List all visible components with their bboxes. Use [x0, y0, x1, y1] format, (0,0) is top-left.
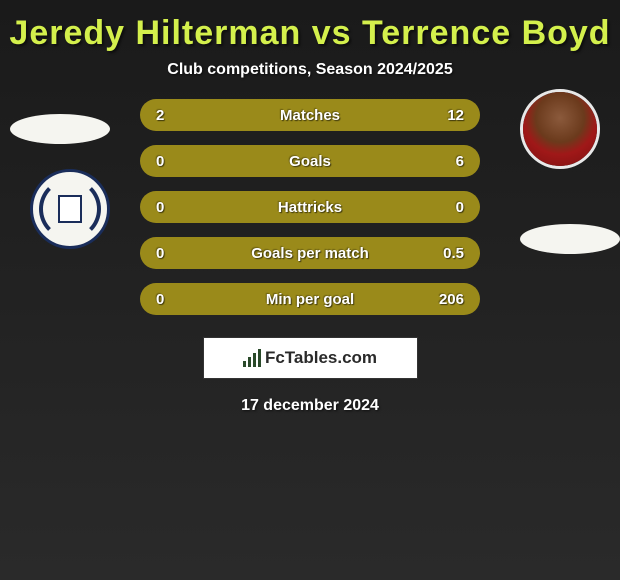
page-title: Jeredy Hilterman vs Terrence Boyd [0, 10, 620, 61]
stat-right-value: 12 [447, 107, 464, 124]
footer-date: 17 december 2024 [10, 397, 610, 415]
stat-bar: 0 Goals per match 0.5 [140, 237, 480, 269]
stat-bars: 2 Matches 12 0 Goals 6 0 Hattricks 0 0 G… [140, 99, 480, 315]
stat-left-value: 0 [156, 245, 164, 262]
stat-left-value: 2 [156, 107, 164, 124]
stat-right-value: 206 [439, 291, 464, 308]
player-right-avatar [520, 89, 600, 169]
stat-left-value: 0 [156, 199, 164, 216]
stat-right-value: 0 [456, 199, 464, 216]
comparison-card: Jeredy Hilterman vs Terrence Boyd Club c… [0, 0, 620, 425]
stat-label: Matches [280, 107, 340, 124]
stat-bar: 0 Min per goal 206 [140, 283, 480, 315]
stat-label: Hattricks [278, 199, 342, 216]
player-right-club-placeholder [520, 224, 620, 254]
stat-bar: 0 Goals 6 [140, 145, 480, 177]
stat-right-value: 0.5 [443, 245, 464, 262]
subtitle: Club competitions, Season 2024/2025 [0, 61, 620, 99]
stats-area: 2 Matches 12 0 Goals 6 0 Hattricks 0 0 G… [0, 99, 620, 415]
branding-box[interactable]: FcTables.com [203, 337, 418, 379]
player-left-avatar-placeholder [10, 114, 110, 144]
stat-left-value: 0 [156, 291, 164, 308]
stat-left-value: 0 [156, 153, 164, 170]
stat-right-value: 6 [456, 153, 464, 170]
branding-text: FcTables.com [265, 348, 377, 368]
bar-chart-icon [243, 349, 261, 367]
stat-bar: 0 Hattricks 0 [140, 191, 480, 223]
player-left-club-logo [20, 169, 120, 249]
stat-label: Goals [289, 153, 331, 170]
stat-bar: 2 Matches 12 [140, 99, 480, 131]
stat-label: Goals per match [251, 245, 369, 262]
stat-label: Min per goal [266, 291, 354, 308]
